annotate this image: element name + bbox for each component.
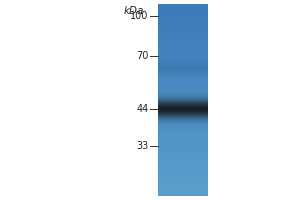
Text: 70: 70	[136, 51, 148, 61]
Text: kDa: kDa	[124, 6, 144, 16]
Text: 44: 44	[136, 104, 148, 114]
Text: 33: 33	[136, 141, 148, 151]
Text: 100: 100	[130, 11, 148, 21]
